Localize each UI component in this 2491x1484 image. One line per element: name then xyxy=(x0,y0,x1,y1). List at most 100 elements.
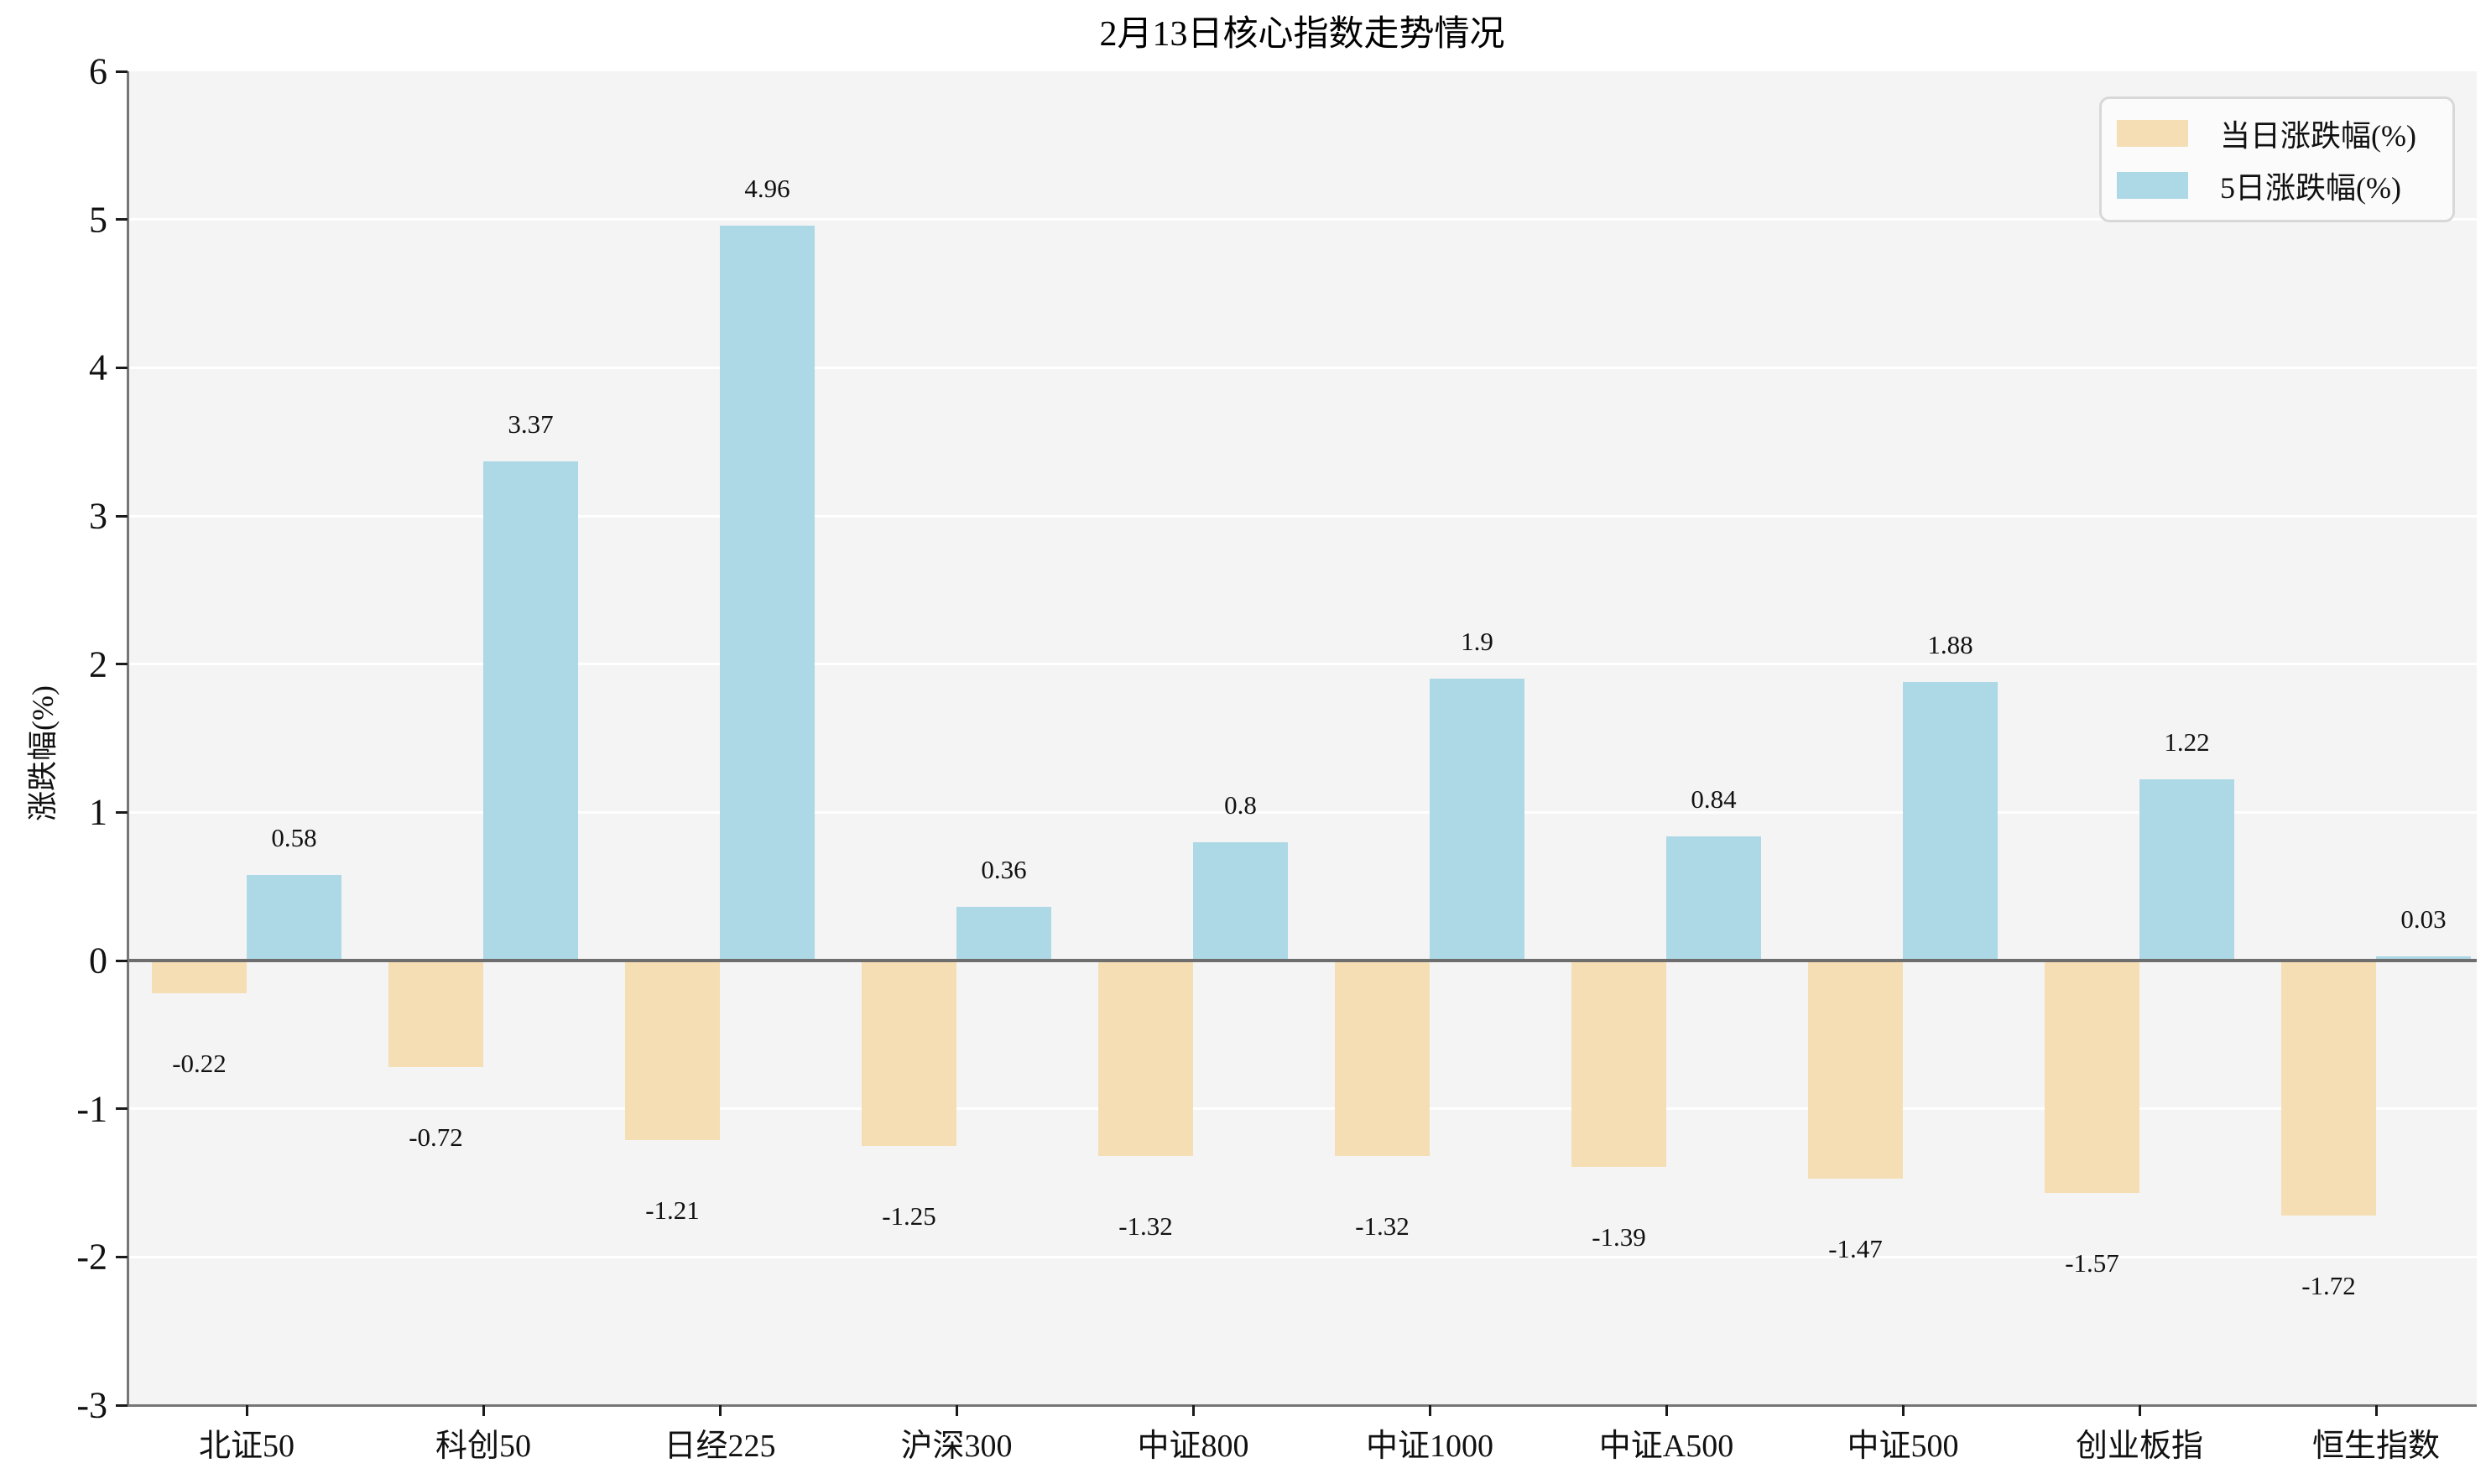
value-label-5day-3: 0.36 xyxy=(981,855,1027,885)
y-tick-label-6: 6 xyxy=(89,50,107,92)
value-label-daily-1: -0.72 xyxy=(409,1122,463,1153)
bar-5day-1 xyxy=(483,461,578,961)
bar-daily-6 xyxy=(1571,961,1666,1167)
value-label-daily-4: -1.32 xyxy=(1118,1211,1173,1242)
bar-5day-8 xyxy=(2139,779,2234,961)
y-tick-label-1: 1 xyxy=(89,791,107,833)
value-label-daily-6: -1.39 xyxy=(1592,1221,1646,1252)
y-tick-label-5: 5 xyxy=(89,199,107,241)
value-label-5day-1: 3.37 xyxy=(508,409,554,439)
plot-background xyxy=(128,71,2477,1405)
value-label-daily-5: -1.32 xyxy=(1355,1211,1410,1242)
y-tick-label-4: 4 xyxy=(89,346,107,388)
gridline-y--1 xyxy=(128,1107,2477,1111)
y-tick-5 xyxy=(116,218,128,221)
x-tick-0 xyxy=(245,1405,248,1416)
x-tick-1 xyxy=(482,1405,485,1416)
bar-5day-2 xyxy=(720,225,815,961)
y-tick--1 xyxy=(116,1107,128,1111)
chart-title: 2月13日核心指数走势情况 xyxy=(1099,15,1505,54)
category-label-2: 日经225 xyxy=(664,1429,776,1464)
zero-axis-line xyxy=(128,959,2477,962)
x-tick-3 xyxy=(955,1405,958,1416)
category-label-3: 沪深300 xyxy=(900,1429,1013,1464)
y-tick-label--2: -2 xyxy=(76,1236,107,1278)
category-label-0: 北证50 xyxy=(198,1429,295,1464)
category-label-5: 中证1000 xyxy=(1365,1429,1494,1464)
value-label-5day-0: 0.58 xyxy=(271,822,317,852)
x-tick-8 xyxy=(2138,1405,2141,1416)
category-label-6: 中证A500 xyxy=(1598,1429,1734,1464)
value-label-daily-9: -1.72 xyxy=(2301,1270,2356,1300)
value-label-5day-8: 1.22 xyxy=(2164,727,2210,758)
gridline-y-1 xyxy=(128,810,2477,814)
y-tick-2 xyxy=(116,663,128,666)
category-label-8: 创业板指 xyxy=(2075,1429,2204,1464)
x-tick-4 xyxy=(1191,1405,1195,1416)
value-label-daily-3: -1.25 xyxy=(882,1200,936,1231)
gridline-y--2 xyxy=(128,1255,2477,1258)
value-label-5day-6: 0.84 xyxy=(1691,784,1737,814)
x-tick-7 xyxy=(1901,1405,1905,1416)
bar-daily-8 xyxy=(2045,961,2139,1194)
y-tick-label--1: -1 xyxy=(76,1088,107,1130)
bar-5day-9 xyxy=(2376,955,2471,961)
x-tick-2 xyxy=(718,1405,722,1416)
y-tick-4 xyxy=(116,366,128,369)
bar-daily-5 xyxy=(1335,961,1430,1157)
legend-swatch-5day xyxy=(2117,171,2188,199)
y-tick-0 xyxy=(116,959,128,962)
y-tick--3 xyxy=(116,1403,128,1407)
gridline-y-2 xyxy=(128,663,2477,666)
bar-daily-2 xyxy=(625,961,720,1140)
bar-daily-3 xyxy=(862,961,956,1146)
y-tick-label-3: 3 xyxy=(89,495,107,537)
left-spine xyxy=(126,71,129,1405)
bar-5day-7 xyxy=(1903,681,1998,961)
bar-daily-9 xyxy=(2281,961,2376,1216)
x-tick-5 xyxy=(1428,1405,1431,1416)
category-label-9: 恒生指数 xyxy=(2311,1429,2441,1464)
bar-daily-4 xyxy=(1098,961,1193,1157)
legend-item-5day: 5日涨跌幅(%) xyxy=(2102,164,2452,207)
gridline-y-3 xyxy=(128,514,2477,518)
value-label-5day-7: 1.88 xyxy=(1927,629,1973,659)
bar-daily-7 xyxy=(1808,961,1903,1179)
y-tick--2 xyxy=(116,1255,128,1258)
x-tick-9 xyxy=(2374,1405,2378,1416)
y-tick-label-0: 0 xyxy=(89,940,107,982)
y-tick-label--3: -3 xyxy=(76,1384,107,1426)
value-label-5day-2: 4.96 xyxy=(744,173,790,203)
bar-daily-0 xyxy=(152,961,247,993)
y-tick-6 xyxy=(116,70,128,73)
bottom-spine xyxy=(126,1403,2477,1407)
gridline-y-5 xyxy=(128,218,2477,221)
bar-daily-1 xyxy=(388,961,483,1068)
category-label-4: 中证800 xyxy=(1137,1429,1249,1464)
y-axis-title: 涨跌幅(%) xyxy=(26,685,60,821)
value-label-5day-5: 1.9 xyxy=(1461,627,1493,657)
x-tick-6 xyxy=(1665,1405,1668,1416)
legend-item-daily: 当日涨跌幅(%) xyxy=(2102,112,2452,155)
bar-5day-6 xyxy=(1666,836,1761,961)
value-label-daily-7: -1.47 xyxy=(1828,1233,1883,1263)
value-label-5day-9: 0.03 xyxy=(2400,903,2447,934)
value-label-5day-4: 0.8 xyxy=(1224,789,1257,820)
value-label-daily-0: -0.22 xyxy=(172,1048,227,1078)
y-tick-label-2: 2 xyxy=(89,643,107,685)
bar-5day-4 xyxy=(1193,841,1288,961)
bar-5day-5 xyxy=(1430,679,1524,961)
value-label-daily-8: -1.57 xyxy=(2065,1248,2119,1278)
category-label-1: 科创50 xyxy=(435,1429,532,1464)
value-label-daily-2: -1.21 xyxy=(645,1195,700,1225)
legend-label-5day: 5日涨跌幅(%) xyxy=(2220,170,2401,205)
y-tick-3 xyxy=(116,514,128,518)
gridline-y-4 xyxy=(128,366,2477,369)
bar-5day-3 xyxy=(956,907,1051,961)
y-tick-1 xyxy=(116,810,128,814)
legend: 当日涨跌幅(%) 5日涨跌幅(%) xyxy=(2099,96,2455,222)
legend-label-daily: 当日涨跌幅(%) xyxy=(2220,119,2416,154)
category-label-7: 中证500 xyxy=(1847,1429,1959,1464)
